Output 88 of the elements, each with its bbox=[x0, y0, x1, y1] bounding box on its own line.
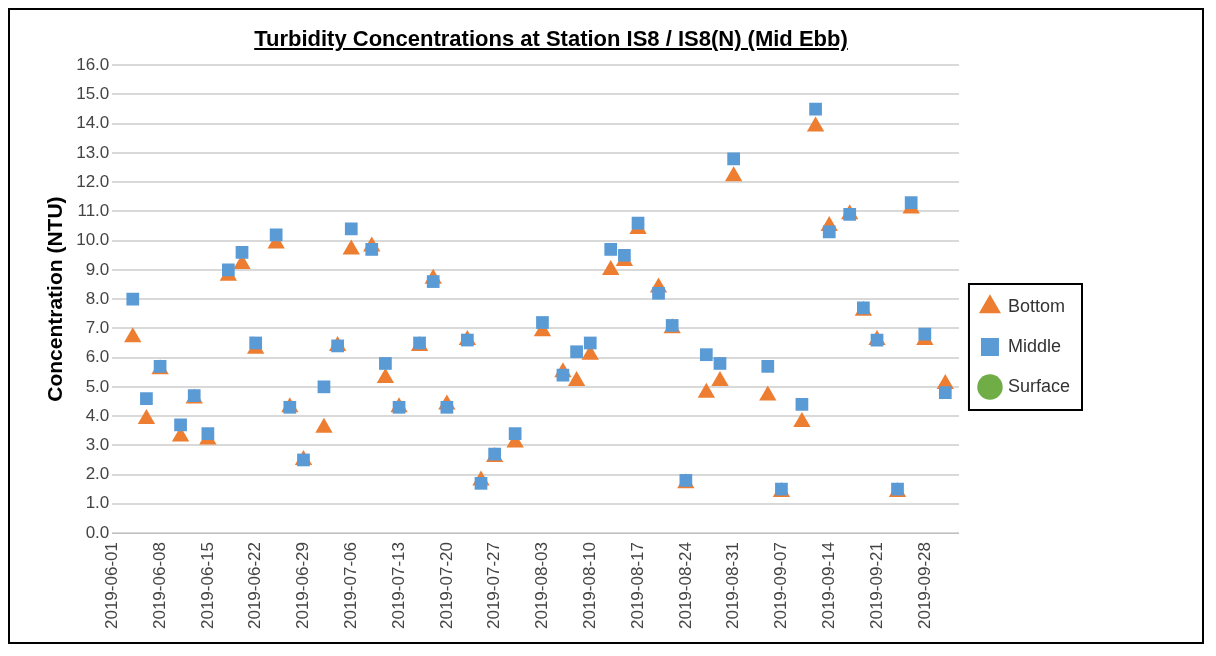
x-tick-label: 2019-06-22 bbox=[245, 542, 265, 630]
x-tick-label: 2019-06-08 bbox=[149, 542, 169, 630]
y-tick-label: 6.0 bbox=[85, 347, 110, 367]
x-tick-label: 2019-06-01 bbox=[101, 542, 121, 630]
point bbox=[759, 385, 777, 401]
point bbox=[474, 476, 488, 490]
point bbox=[269, 228, 283, 242]
x-tick-label: 2019-09-07 bbox=[771, 542, 791, 630]
point bbox=[699, 348, 713, 362]
point bbox=[317, 380, 331, 394]
y-tick-label: 5.0 bbox=[85, 376, 110, 396]
legend-label: Surface bbox=[1007, 375, 1071, 396]
y-tick-label: 0.0 bbox=[85, 522, 110, 542]
x-tick-label: 2019-09-14 bbox=[818, 542, 838, 630]
point bbox=[376, 368, 395, 384]
y-tick-label: 7.0 bbox=[85, 318, 110, 338]
y-tick-label: 11.0 bbox=[77, 201, 110, 221]
point bbox=[652, 286, 665, 300]
point bbox=[536, 316, 549, 329]
point bbox=[235, 245, 249, 259]
x-tick-label: 2019-06-15 bbox=[197, 542, 217, 630]
point bbox=[556, 368, 570, 382]
point bbox=[604, 243, 618, 256]
point bbox=[331, 339, 344, 353]
point bbox=[713, 357, 727, 370]
x-tick-label: 2019-07-06 bbox=[340, 542, 360, 630]
point bbox=[711, 370, 729, 386]
y-tick-label: 1.0 bbox=[85, 493, 110, 513]
x-tick-label: 2019-08-17 bbox=[627, 542, 647, 630]
point bbox=[618, 248, 631, 262]
y-tick-label: 2.0 bbox=[85, 464, 110, 484]
point bbox=[174, 418, 187, 432]
y-axis-title: Concentration (NTU) bbox=[43, 196, 67, 402]
y-tick-label: 16.0 bbox=[76, 54, 110, 74]
x-tick-label: 2019-08-24 bbox=[675, 542, 695, 630]
point bbox=[697, 382, 715, 398]
x-tick-label: 2019-06-29 bbox=[293, 542, 313, 630]
point bbox=[124, 327, 142, 343]
point bbox=[297, 453, 310, 467]
x-tick-label: 2019-07-13 bbox=[388, 542, 408, 630]
point bbox=[724, 166, 743, 182]
legend-label: Bottom bbox=[1007, 295, 1065, 316]
chart-title: Turbidity Concentrations at Station IS8 / IS8(N) (Mid Ebb) bbox=[253, 26, 849, 52]
y-tick-label: 3.0 bbox=[85, 435, 110, 455]
point bbox=[440, 400, 454, 414]
legend-label: Middle bbox=[1007, 335, 1061, 356]
x-tick-label: 2019-09-21 bbox=[866, 542, 886, 630]
y-tick-label: 15.0 bbox=[76, 84, 110, 104]
point bbox=[315, 417, 333, 433]
point bbox=[761, 360, 775, 373]
x-tick-label: 2019-08-31 bbox=[723, 542, 743, 630]
point bbox=[583, 336, 597, 350]
point bbox=[140, 392, 153, 405]
point bbox=[795, 398, 809, 411]
x-tick-label: 2019-09-28 bbox=[914, 542, 934, 630]
point bbox=[426, 275, 440, 288]
y-tick-label: 4.0 bbox=[85, 405, 110, 425]
y-tick-label: 8.0 bbox=[85, 288, 110, 308]
point bbox=[222, 263, 235, 277]
x-tick-label: 2019-07-27 bbox=[484, 542, 504, 630]
point bbox=[904, 196, 918, 209]
point bbox=[344, 222, 358, 236]
point bbox=[938, 386, 952, 400]
point bbox=[567, 370, 586, 386]
x-tick-label: 2019-08-10 bbox=[579, 542, 599, 630]
y-tick-label: 14.0 bbox=[76, 113, 110, 133]
x-tick-label: 2019-08-03 bbox=[532, 542, 552, 630]
point bbox=[793, 411, 811, 427]
y-tick-label: 9.0 bbox=[85, 259, 110, 279]
point bbox=[137, 409, 156, 425]
y-tick-label: 10.0 bbox=[76, 230, 110, 250]
point bbox=[822, 225, 836, 239]
point bbox=[570, 345, 583, 359]
point bbox=[342, 239, 360, 255]
point bbox=[508, 427, 522, 440]
point bbox=[249, 336, 263, 350]
point bbox=[126, 292, 140, 306]
x-tick-label: 2019-07-20 bbox=[436, 542, 456, 630]
point bbox=[727, 152, 741, 166]
point bbox=[918, 327, 932, 341]
point bbox=[809, 102, 822, 116]
y-tick-label: 13.0 bbox=[76, 142, 110, 162]
point bbox=[201, 427, 215, 440]
point bbox=[602, 259, 620, 275]
point bbox=[806, 116, 825, 132]
y-tick-label: 12.0 bbox=[76, 171, 110, 191]
point bbox=[365, 243, 379, 256]
point bbox=[379, 357, 392, 370]
